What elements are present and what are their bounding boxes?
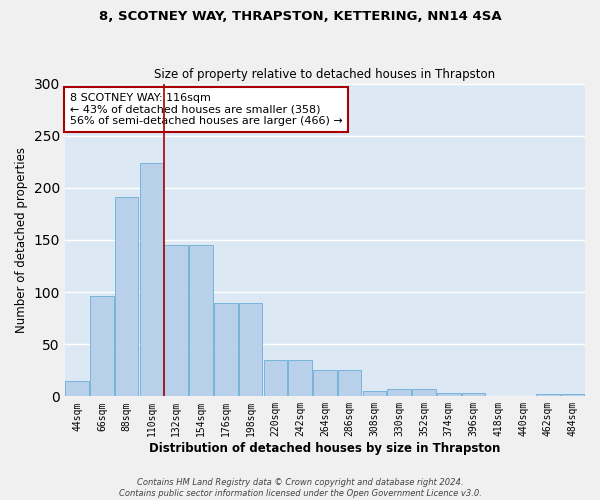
Bar	[65, 380, 89, 396]
Bar	[388, 389, 411, 396]
Bar	[90, 296, 114, 396]
Bar	[239, 302, 262, 396]
Text: 8, SCOTNEY WAY, THRAPSTON, KETTERING, NN14 4SA: 8, SCOTNEY WAY, THRAPSTON, KETTERING, NN…	[98, 10, 502, 23]
Text: 8 SCOTNEY WAY: 116sqm
← 43% of detached houses are smaller (358)
56% of semi-det: 8 SCOTNEY WAY: 116sqm ← 43% of detached …	[70, 93, 343, 126]
Bar	[289, 360, 312, 397]
Bar	[536, 394, 560, 396]
Bar	[561, 394, 584, 396]
Y-axis label: Number of detached properties: Number of detached properties	[15, 147, 28, 333]
Bar	[164, 245, 188, 396]
Bar	[313, 370, 337, 396]
Text: Contains HM Land Registry data © Crown copyright and database right 2024.
Contai: Contains HM Land Registry data © Crown c…	[119, 478, 481, 498]
Bar	[214, 302, 238, 396]
Bar	[462, 393, 485, 396]
Bar	[412, 389, 436, 396]
Bar	[263, 360, 287, 397]
Bar	[115, 197, 139, 396]
X-axis label: Distribution of detached houses by size in Thrapston: Distribution of detached houses by size …	[149, 442, 500, 455]
Bar	[140, 163, 163, 396]
Title: Size of property relative to detached houses in Thrapston: Size of property relative to detached ho…	[154, 68, 496, 81]
Bar	[437, 393, 461, 396]
Bar	[362, 391, 386, 396]
Bar	[189, 245, 213, 396]
Bar	[338, 370, 361, 396]
